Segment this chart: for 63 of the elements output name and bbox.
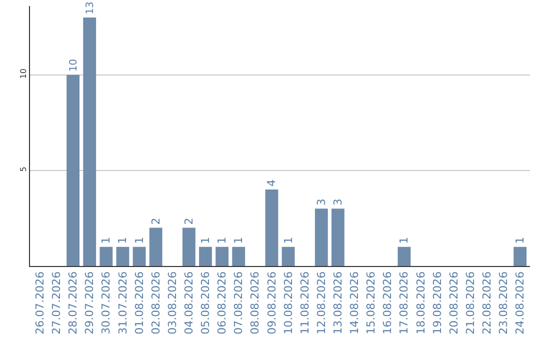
x-tick-label: 26.07.2026 [34, 271, 47, 334]
bar [216, 246, 229, 266]
data-label: 1 [398, 236, 411, 244]
x-tick-label: 23.08.2026 [497, 271, 510, 334]
x-tick-label: 24.08.2026 [514, 271, 527, 334]
x-tick-label: 30.07.2026 [100, 271, 113, 334]
x-tick-label: 05.08.2026 [199, 271, 212, 334]
data-label: 1 [514, 236, 527, 244]
bar [398, 246, 411, 266]
x-tick-label: 06.08.2026 [216, 271, 229, 334]
data-label: 3 [314, 198, 328, 206]
x-tick-label: 12.08.2026 [314, 271, 328, 334]
x-tick-label: 20.08.2026 [447, 271, 460, 334]
x-tick-label: 15.08.2026 [364, 271, 378, 334]
x-tick-label: 21.08.2026 [464, 271, 477, 334]
x-tick-label: 04.08.2026 [182, 271, 196, 334]
x-tick-label: 17.08.2026 [398, 271, 411, 334]
bar [83, 17, 96, 266]
bar [265, 190, 278, 266]
bar [314, 208, 328, 266]
x-tick-label: 18.08.2026 [414, 271, 428, 334]
bar [331, 208, 344, 266]
bar [182, 228, 196, 266]
data-label: 1 [132, 236, 146, 244]
data-label: 10 [68, 58, 80, 72]
x-tick-label: 10.08.2026 [282, 271, 295, 334]
data-label: 1 [216, 236, 229, 244]
x-tick-label: 16.08.2026 [381, 271, 394, 334]
x-tick-label: 02.08.2026 [149, 271, 162, 334]
bar [514, 246, 527, 266]
data-label: 1 [282, 236, 295, 244]
bar [132, 246, 146, 266]
bar [66, 74, 80, 266]
data-label: 4 [265, 180, 278, 187]
data-label: 1 [198, 236, 212, 244]
x-tick-label: 31.07.2026 [116, 271, 130, 334]
bar [100, 246, 113, 266]
x-tick-label: 01.08.2026 [132, 271, 146, 334]
x-tick-label: 08.08.2026 [248, 271, 262, 334]
x-tick-label: 13.08.2026 [332, 271, 345, 334]
data-label: 13 [84, 2, 96, 14]
x-tick-label: 22.08.2026 [480, 271, 494, 334]
bar [149, 228, 162, 266]
x-tick-label: 07.08.2026 [232, 271, 246, 334]
x-tick-label: 14.08.2026 [348, 271, 362, 334]
x-tick-label: 28.07.2026 [66, 271, 80, 334]
bar [116, 246, 130, 266]
x-tick-label: 19.08.2026 [430, 271, 444, 334]
data-label: 1 [116, 236, 130, 244]
bar [232, 246, 246, 266]
data-label: 3 [331, 198, 344, 206]
x-tick-label: 11.08.2026 [298, 271, 312, 334]
bar [199, 246, 212, 266]
data-label: 2 [182, 218, 196, 225]
x-tick-label: 09.08.2026 [265, 271, 278, 334]
x-tick-label: 03.08.2026 [166, 271, 179, 334]
y-tick-label: 5 [18, 166, 28, 172]
x-tick-label: 29.07.2026 [83, 271, 96, 334]
data-label: 1 [232, 236, 246, 244]
data-label: 1 [100, 236, 113, 244]
x-tick-label: 27.07.2026 [50, 271, 64, 334]
data-label: 2 [149, 218, 162, 225]
bar [282, 246, 295, 266]
